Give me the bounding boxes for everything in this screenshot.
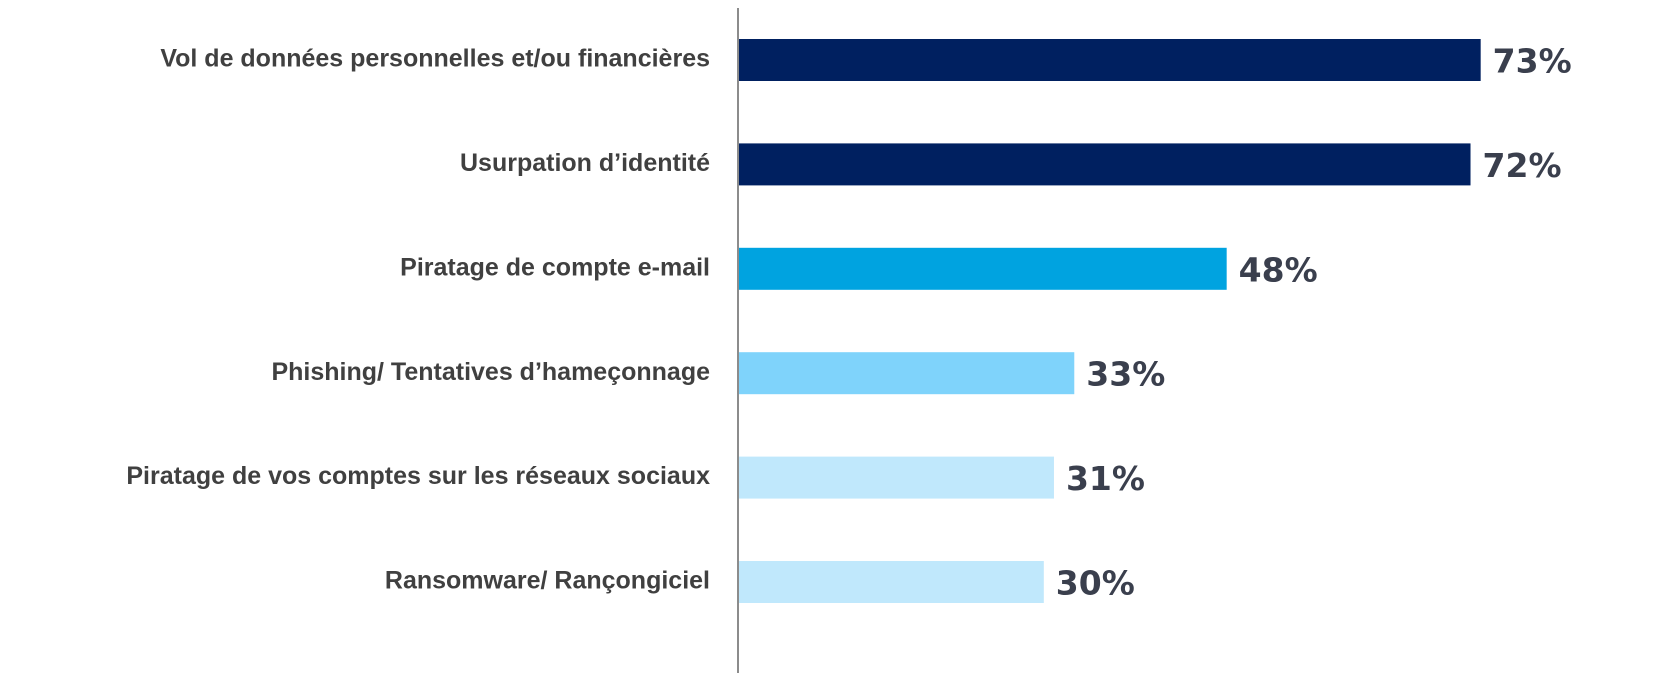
value-label: 72%	[1483, 146, 1562, 185]
bar	[739, 143, 1471, 186]
category-label: Phishing/ Tentatives d’hameçonnage	[271, 358, 710, 386]
category-label: Usurpation d’identité	[460, 149, 710, 177]
category-label: Piratage de vos comptes sur les réseaux …	[126, 462, 710, 490]
value-label: 30%	[1056, 564, 1135, 603]
category-label: Vol de données personnelles et/ou financ…	[160, 45, 710, 73]
value-label: 73%	[1493, 42, 1572, 81]
bar	[739, 247, 1227, 290]
bar	[739, 456, 1054, 499]
value-label: 33%	[1086, 355, 1165, 394]
bar	[739, 39, 1481, 81]
category-label: Ransomware/ Rançongiciel	[385, 567, 710, 595]
bar	[739, 352, 1075, 395]
category-label: Piratage de compte e-mail	[400, 253, 710, 281]
value-label: 31%	[1066, 459, 1145, 498]
value-label: 48%	[1239, 250, 1318, 289]
bar	[739, 561, 1044, 603]
